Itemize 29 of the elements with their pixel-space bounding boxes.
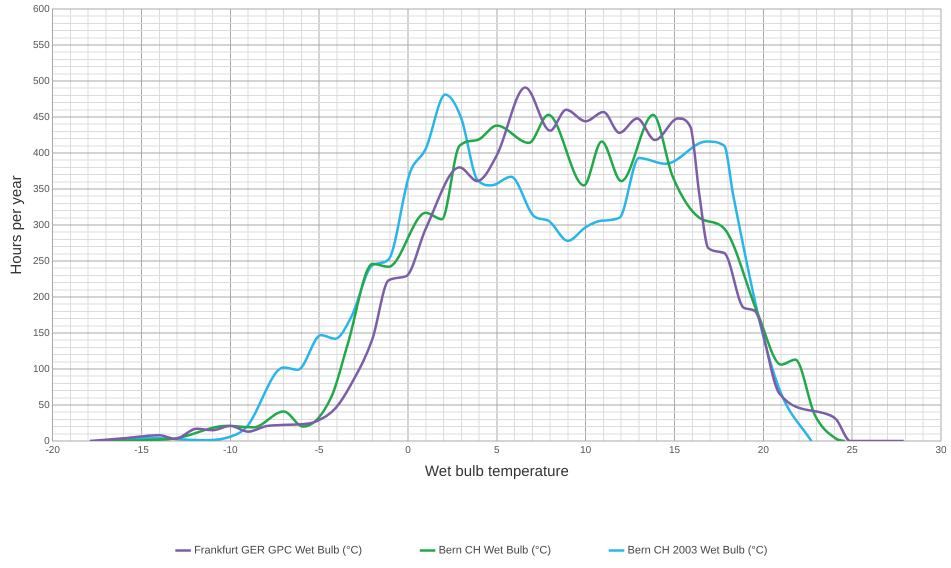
x-tick-label: 30	[935, 444, 947, 456]
x-tick-label: 5	[494, 444, 500, 456]
y-tick-label: 50	[38, 400, 50, 411]
legend-label: Bern CH 2003 Wet Bulb (°C)	[627, 544, 768, 557]
x-tick-label: -20	[45, 444, 60, 456]
y-tick-label: 0	[44, 436, 50, 447]
y-tick-label: 600	[32, 4, 50, 15]
y-tick-label: 300	[32, 220, 50, 231]
y-tick-label: 500	[32, 76, 50, 87]
y-tick-label: 150	[32, 328, 50, 339]
x-tick-label: -5	[314, 444, 324, 456]
y-tick-label: 550	[32, 40, 50, 51]
x-tick-label: 20	[758, 444, 770, 456]
legend-label: Frankfurt GER GPC Wet Bulb (°C)	[194, 544, 362, 557]
x-tick-label: 0	[405, 444, 412, 456]
y-tick-label: 350	[32, 184, 50, 195]
y-tick-label: 250	[32, 256, 50, 267]
y-axis-title: Hours per year	[8, 175, 26, 275]
y-tick-label: 200	[32, 292, 50, 303]
x-tick-label: 15	[668, 444, 681, 456]
y-tick-label: 100	[32, 364, 50, 375]
x-tick-label: -10	[223, 444, 238, 456]
y-tick-label: 450	[32, 112, 50, 123]
y-tick-label: 400	[32, 148, 50, 159]
x-tick-label: -15	[134, 444, 150, 456]
legend-label: Bern CH Wet Bulb (°C)	[438, 544, 551, 557]
x-axis-title: Wet bulb temperature	[424, 463, 569, 480]
x-tick-label: 25	[846, 444, 858, 456]
x-tick-label: 10	[580, 444, 592, 456]
